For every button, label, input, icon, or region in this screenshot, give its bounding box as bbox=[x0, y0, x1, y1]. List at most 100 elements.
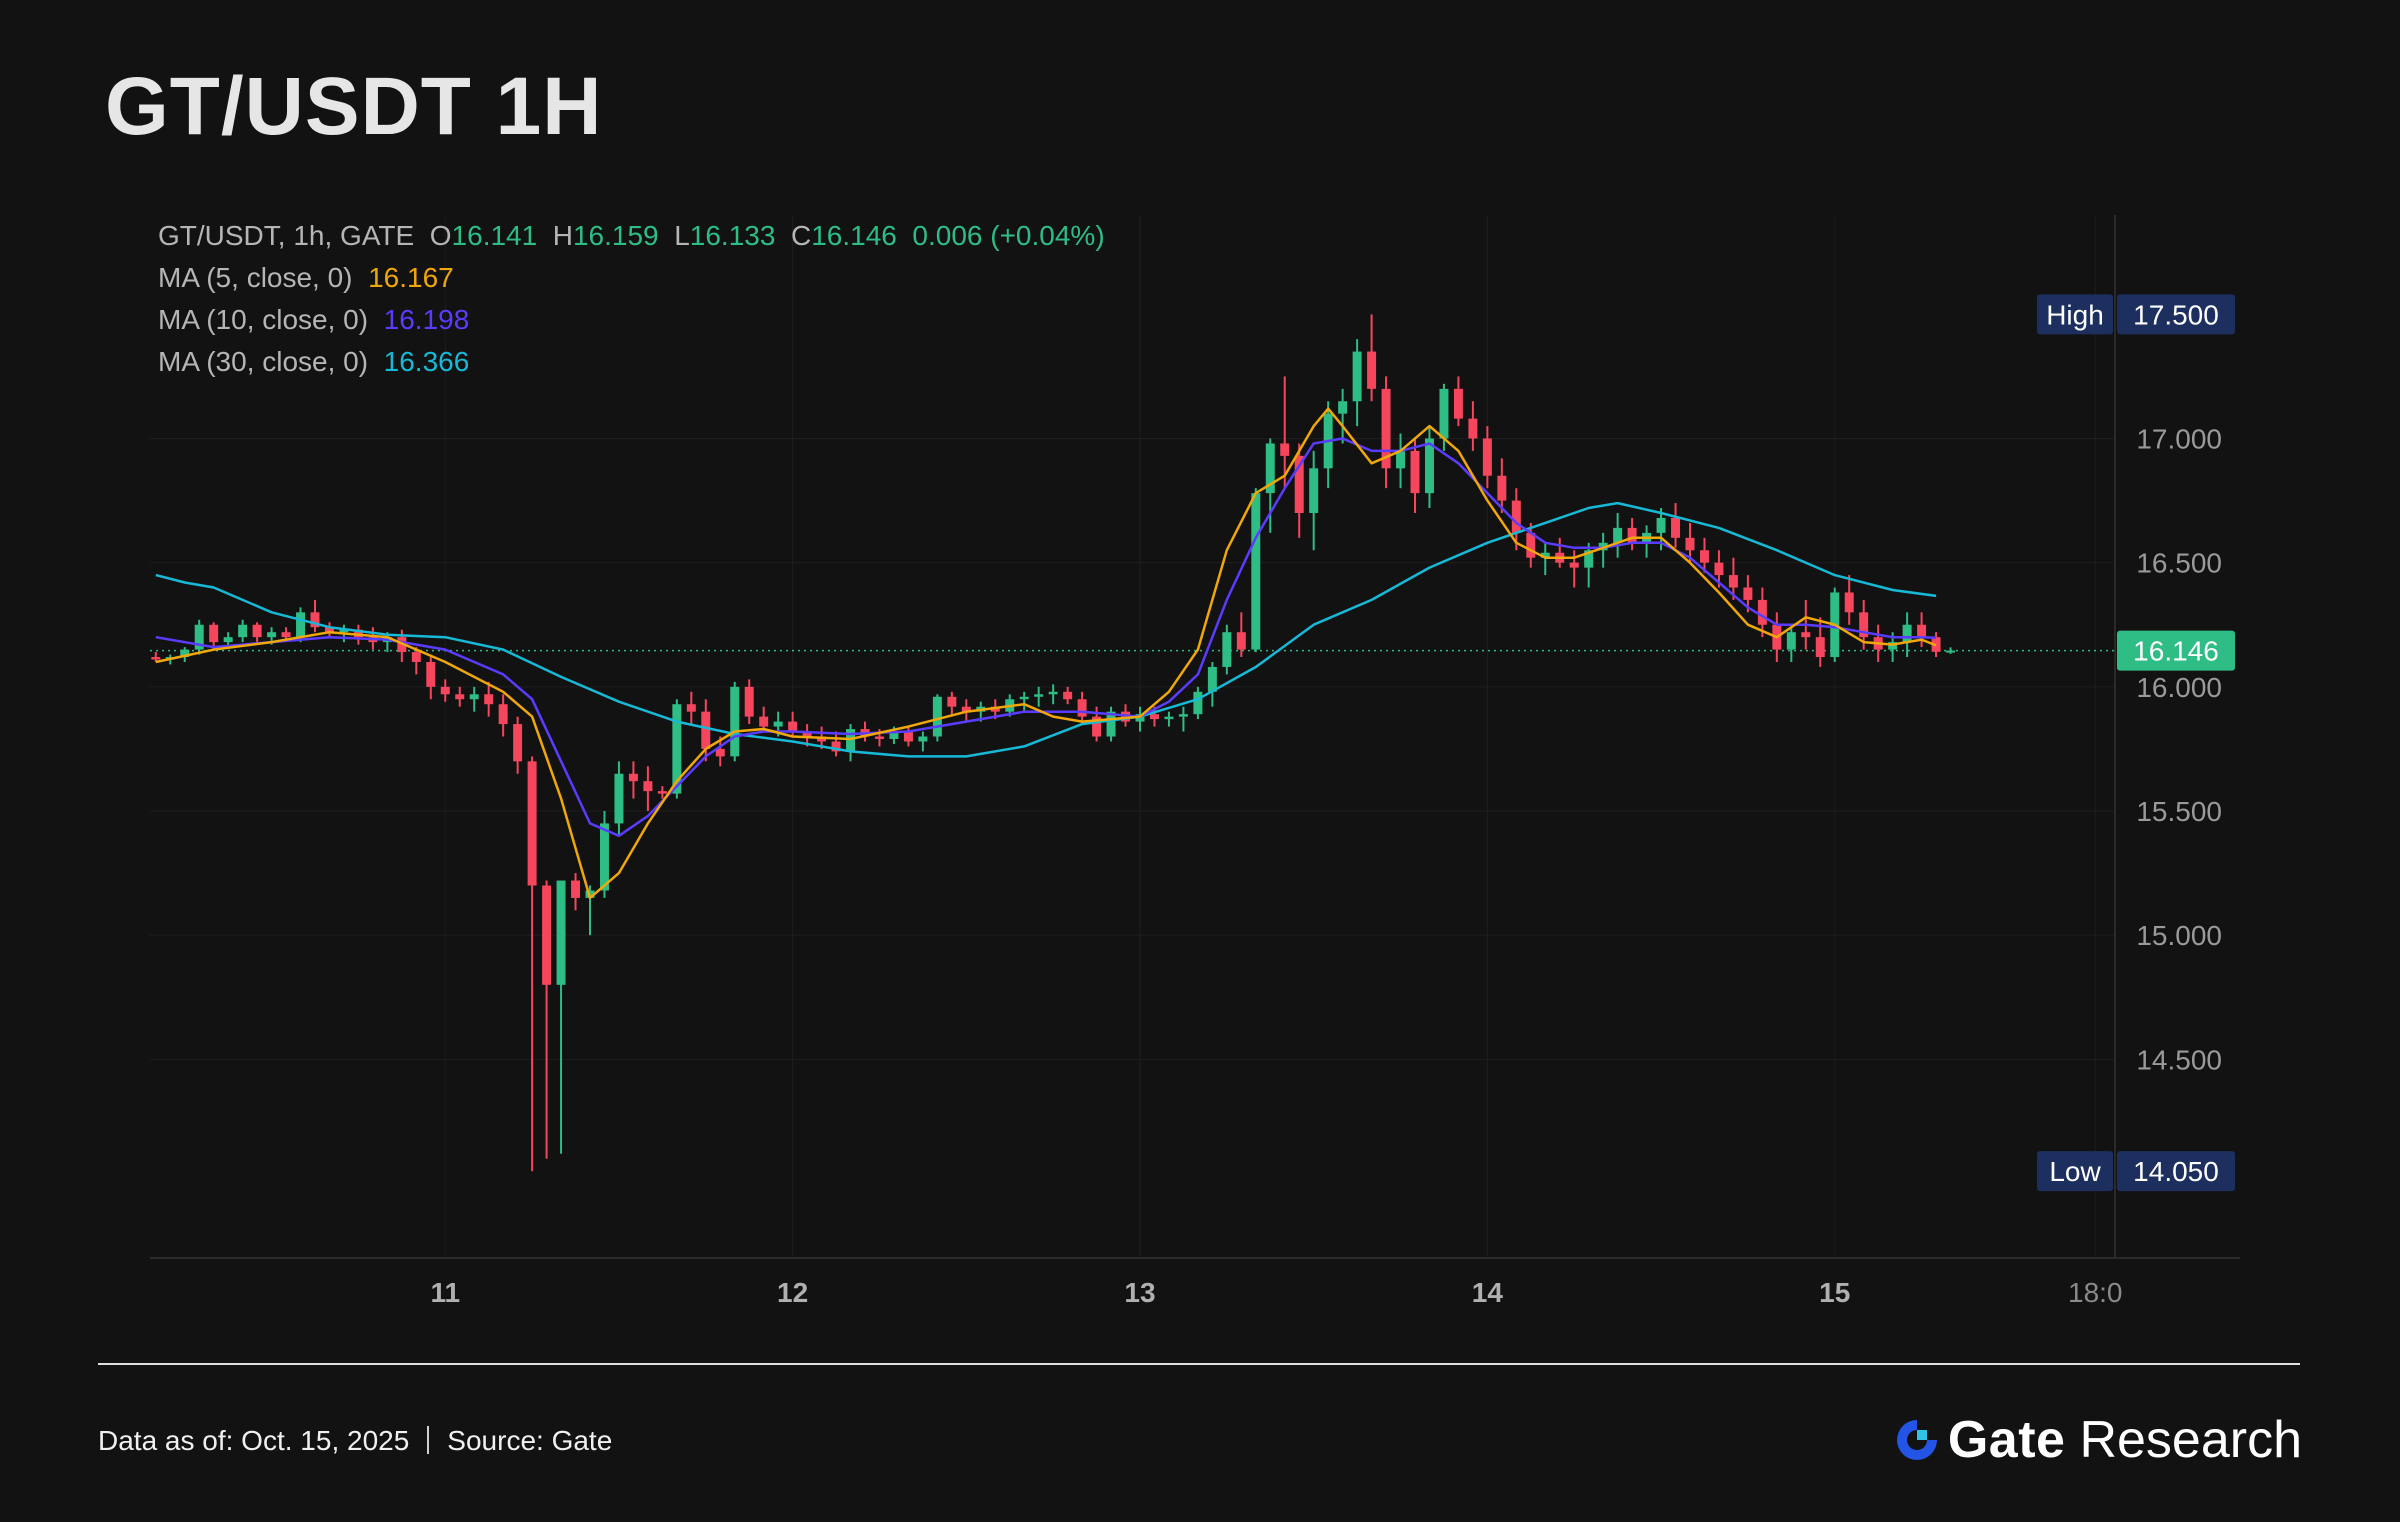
candle-body bbox=[874, 736, 884, 739]
candle-up bbox=[1178, 706, 1188, 732]
candle-up bbox=[1193, 686, 1203, 720]
candle-up bbox=[1207, 662, 1217, 707]
candle-body bbox=[1453, 388, 1463, 419]
candle-down bbox=[686, 691, 696, 725]
footer-divider bbox=[98, 1363, 2300, 1365]
candle-down bbox=[1063, 686, 1073, 705]
candle-body bbox=[889, 731, 899, 739]
data-source: Source: Gate bbox=[447, 1425, 613, 1456]
candle-body bbox=[1946, 650, 1956, 653]
candle-up bbox=[1786, 624, 1796, 662]
candle-down bbox=[426, 657, 436, 700]
candle-body bbox=[1714, 562, 1724, 576]
candle-body bbox=[426, 662, 436, 687]
x-tick-label: 11 bbox=[430, 1277, 460, 1308]
candle-body bbox=[1656, 517, 1666, 533]
candles bbox=[151, 314, 1956, 1172]
candle-body bbox=[1222, 632, 1232, 667]
candle-body bbox=[1236, 632, 1246, 650]
last-price-badge: 16.146 bbox=[2117, 630, 2235, 671]
candle-down bbox=[759, 706, 769, 732]
legend-l-label: L bbox=[674, 220, 690, 251]
gate-logo-icon bbox=[1896, 1420, 1937, 1460]
candle-body bbox=[571, 880, 581, 898]
candle-body bbox=[1468, 418, 1478, 439]
y-tick-label: 17.000 bbox=[2136, 424, 2222, 455]
candle-body bbox=[831, 741, 841, 752]
y-tick-label: 15.000 bbox=[2136, 920, 2222, 951]
candle-body bbox=[1511, 500, 1521, 533]
candle-body bbox=[1251, 493, 1261, 650]
candle-body bbox=[657, 791, 667, 794]
candle-body bbox=[1106, 711, 1116, 737]
legend-ma30-label: MA (30, close, 0) bbox=[158, 346, 369, 377]
candle-body bbox=[1627, 527, 1637, 543]
candle-down bbox=[498, 694, 508, 737]
candle-body bbox=[1786, 632, 1796, 650]
candle-body bbox=[1352, 351, 1362, 402]
candle-body bbox=[1019, 696, 1029, 700]
legend-high: 16.159 bbox=[572, 220, 659, 251]
candle-down bbox=[1294, 443, 1304, 538]
candle-body bbox=[440, 686, 450, 695]
candle-body bbox=[932, 696, 942, 737]
x-tick-label: 14 bbox=[1472, 1277, 1504, 1308]
low-badge-value: 14.050 bbox=[2133, 1156, 2219, 1187]
candle-body bbox=[628, 773, 638, 782]
legend-ohlc: GT/USDT, 1h, GATE O16.141 H16.159 L16.13… bbox=[158, 220, 1105, 252]
candle-body bbox=[1338, 401, 1348, 414]
candle-down bbox=[513, 716, 523, 774]
brand-logo: Gate Research bbox=[1894, 1410, 2302, 1470]
legend-ma30: MA (30, close, 0) 16.366 bbox=[158, 346, 469, 378]
x-tick-label: 12 bbox=[777, 1277, 808, 1308]
high-badge-value-bg bbox=[2117, 294, 2235, 335]
legend-h-label: H bbox=[552, 220, 573, 251]
candle-body bbox=[947, 696, 957, 707]
candle-down bbox=[542, 880, 552, 1159]
candle-down bbox=[831, 731, 841, 757]
candle-body bbox=[353, 629, 363, 638]
candle-up bbox=[556, 880, 566, 1154]
candle-body bbox=[1309, 468, 1319, 513]
low-badge: Low 14.050 bbox=[2037, 1151, 2235, 1192]
candle-up bbox=[1222, 624, 1232, 675]
candle-body bbox=[744, 686, 754, 717]
candle-body bbox=[1728, 575, 1738, 588]
candle-body bbox=[903, 731, 913, 742]
candle-down bbox=[151, 652, 161, 662]
legend-change: 0.006 (+0.04%) bbox=[912, 220, 1105, 251]
candle-body bbox=[194, 624, 204, 650]
last-price-badge-value-bg bbox=[2117, 630, 2235, 671]
low-badge-label-bg bbox=[2037, 1151, 2113, 1192]
candle-body bbox=[1178, 714, 1188, 717]
candle-up bbox=[1946, 647, 1956, 654]
candle-down bbox=[252, 622, 262, 643]
candle-down bbox=[1280, 376, 1290, 489]
candle-body bbox=[556, 880, 566, 985]
candle-body bbox=[209, 624, 219, 643]
candle-down bbox=[628, 761, 638, 799]
candle-body bbox=[701, 711, 711, 749]
candle-body bbox=[1699, 550, 1709, 563]
legend-ma5-value: 16.167 bbox=[368, 262, 454, 293]
ma30-line bbox=[155, 501, 1937, 758]
candle-body bbox=[1540, 552, 1550, 558]
candle-up bbox=[599, 811, 609, 898]
y-tick-label: 16.500 bbox=[2136, 548, 2222, 579]
candle-body bbox=[1410, 450, 1420, 494]
legend-c-label: C bbox=[790, 220, 812, 251]
candle-body bbox=[1424, 438, 1434, 494]
candle-body bbox=[1265, 443, 1275, 494]
candle-down bbox=[744, 679, 754, 725]
footer-info: Data as of: Oct. 15, 2025 Source: Gate bbox=[98, 1425, 612, 1457]
candle-body bbox=[1063, 691, 1073, 700]
ma10-line bbox=[155, 437, 1937, 838]
legend-ma10-value: 16.198 bbox=[383, 304, 470, 335]
candle-up bbox=[1584, 542, 1594, 588]
legend-ma5-label: MA (5, close, 0) bbox=[158, 262, 353, 293]
candle-body bbox=[1743, 587, 1753, 600]
candle-up bbox=[1164, 711, 1174, 727]
candle-body bbox=[1193, 691, 1203, 715]
candle-down bbox=[455, 686, 465, 707]
